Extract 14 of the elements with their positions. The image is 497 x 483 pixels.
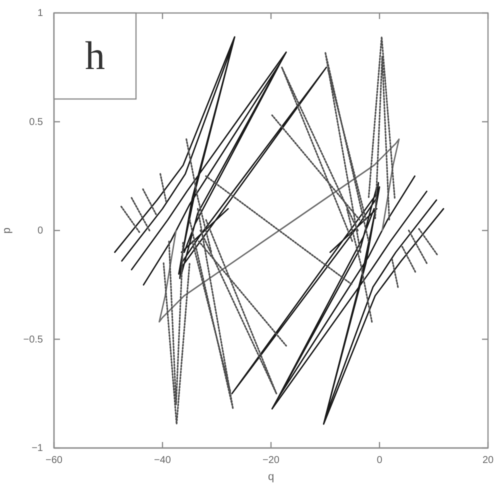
x-tick-label: 20 — [482, 455, 494, 466]
line-series — [158, 138, 400, 323]
x-tick-label: −40 — [154, 455, 172, 466]
annotation: h — [85, 33, 105, 78]
y-tick-label: −0.5 — [23, 334, 44, 346]
y-tick-label: 0.5 — [29, 116, 44, 128]
x-tick-label: 0 — [376, 455, 383, 466]
y-tick-label: −1 — [32, 443, 44, 454]
x-tick-label: −20 — [262, 455, 280, 466]
y-tick-label: 1 — [37, 8, 44, 20]
x-axis-title: q — [268, 471, 274, 483]
x-tick-label: −60 — [46, 455, 63, 466]
y-axis-title: p — [1, 227, 13, 234]
y-tick-label: 0 — [37, 226, 44, 237]
